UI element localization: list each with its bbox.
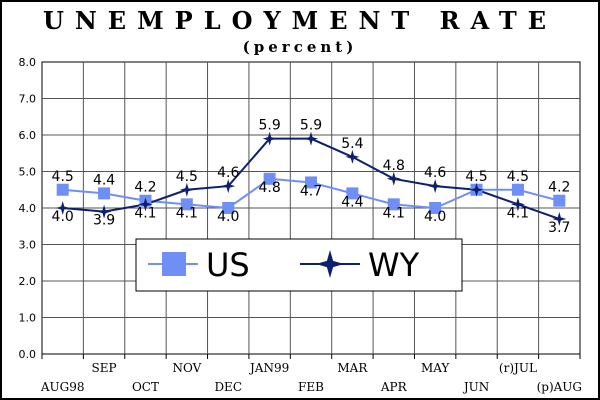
x-tick-label: OCT (132, 380, 159, 394)
data-point-us (511, 183, 524, 196)
data-label-wy: 4.6 (217, 165, 239, 181)
data-point-us (222, 202, 235, 214)
data-point-us (305, 176, 317, 189)
data-label-us: 4.4 (341, 194, 363, 210)
data-point-wy (262, 131, 277, 146)
y-tick-label: 8.0 (19, 56, 37, 69)
data-point-us (263, 172, 276, 185)
data-label-wy: 4.6 (424, 165, 446, 181)
legend-marker-us (162, 252, 186, 276)
data-label-wy: 3.7 (548, 220, 570, 236)
data-point-us (387, 198, 400, 211)
data-point-wy (428, 179, 443, 194)
data-label-us: 4.0 (217, 209, 239, 225)
x-tick-label: MAY (421, 361, 450, 375)
y-tick-label: 0.0 (19, 348, 37, 361)
data-point-wy (97, 204, 112, 219)
x-tick-label: SEP (92, 361, 117, 375)
chart-subtitle: (percent) (242, 38, 358, 56)
data-point-wy (552, 211, 567, 226)
data-label-us: 4.1 (176, 205, 198, 221)
legend-marker-wy (316, 250, 344, 278)
data-label-wy: 5.9 (258, 118, 280, 134)
data-label-wy: 4.1 (134, 205, 156, 221)
data-point-wy (179, 182, 194, 197)
x-tick-label: JAN99 (248, 361, 289, 375)
data-label-us: 4.5 (507, 169, 529, 185)
x-tick-label: APR (380, 380, 408, 394)
y-tick-label: 4.0 (19, 202, 37, 215)
y-tick-label: 1.0 (19, 312, 37, 325)
data-point-wy (138, 197, 153, 212)
y-tick-label: 5.0 (19, 166, 37, 179)
data-label-wy: 4.5 (176, 169, 198, 185)
data-point-us (346, 187, 359, 200)
x-tick-label: JUN (462, 380, 489, 394)
x-tick-label: DEC (214, 380, 242, 394)
data-point-wy (304, 131, 318, 146)
legend-label-us: US (206, 246, 250, 284)
data-point-wy (510, 197, 525, 212)
x-tick-label: MAR (337, 361, 368, 375)
data-label-wy: 5.9 (300, 118, 322, 134)
y-tick-label: 7.0 (19, 93, 37, 106)
data-point-wy (345, 149, 360, 164)
data-point-us (553, 194, 566, 207)
data-label-us: 4.7 (300, 183, 322, 199)
data-label-us: 4.5 (52, 169, 74, 185)
x-tick-label: NOV (172, 361, 201, 375)
data-label-wy: 5.4 (341, 136, 363, 152)
data-label-us: 4.2 (548, 180, 570, 196)
data-label-us: 4.5 (465, 169, 487, 185)
y-tick-label: 3.0 (19, 239, 37, 252)
chart-title: UNEMPLOYMENT RATE (42, 6, 558, 35)
legend-label-wy: WY (368, 246, 420, 284)
data-point-us (56, 183, 69, 196)
data-point-us (429, 202, 442, 214)
data-label-wy: 4.8 (383, 158, 405, 174)
data-label-wy: 3.9 (93, 213, 115, 229)
y-tick-label: 6.0 (19, 129, 37, 142)
x-tick-label: FEB (298, 380, 324, 394)
data-label-us: 4.4 (93, 172, 115, 188)
data-label-us: 4.8 (258, 180, 280, 196)
data-point-wy (469, 182, 484, 197)
x-tick-label: (p)AUG (537, 380, 582, 394)
data-point-us (98, 187, 111, 200)
data-point-wy (55, 201, 70, 215)
x-tick-label: (r)JUL (499, 361, 537, 375)
x-tick-label: AUG98 (40, 380, 85, 394)
data-label-us: 4.2 (134, 180, 156, 196)
data-label-wy: 4.1 (507, 205, 529, 221)
data-point-wy (221, 179, 236, 194)
data-point-us (180, 198, 193, 211)
y-tick-label: 2.0 (19, 275, 37, 288)
data-point-wy (386, 171, 401, 186)
data-label-us: 4.1 (383, 205, 405, 221)
data-label-us: 4.0 (424, 209, 446, 225)
data-label-wy: 4.0 (52, 209, 74, 225)
